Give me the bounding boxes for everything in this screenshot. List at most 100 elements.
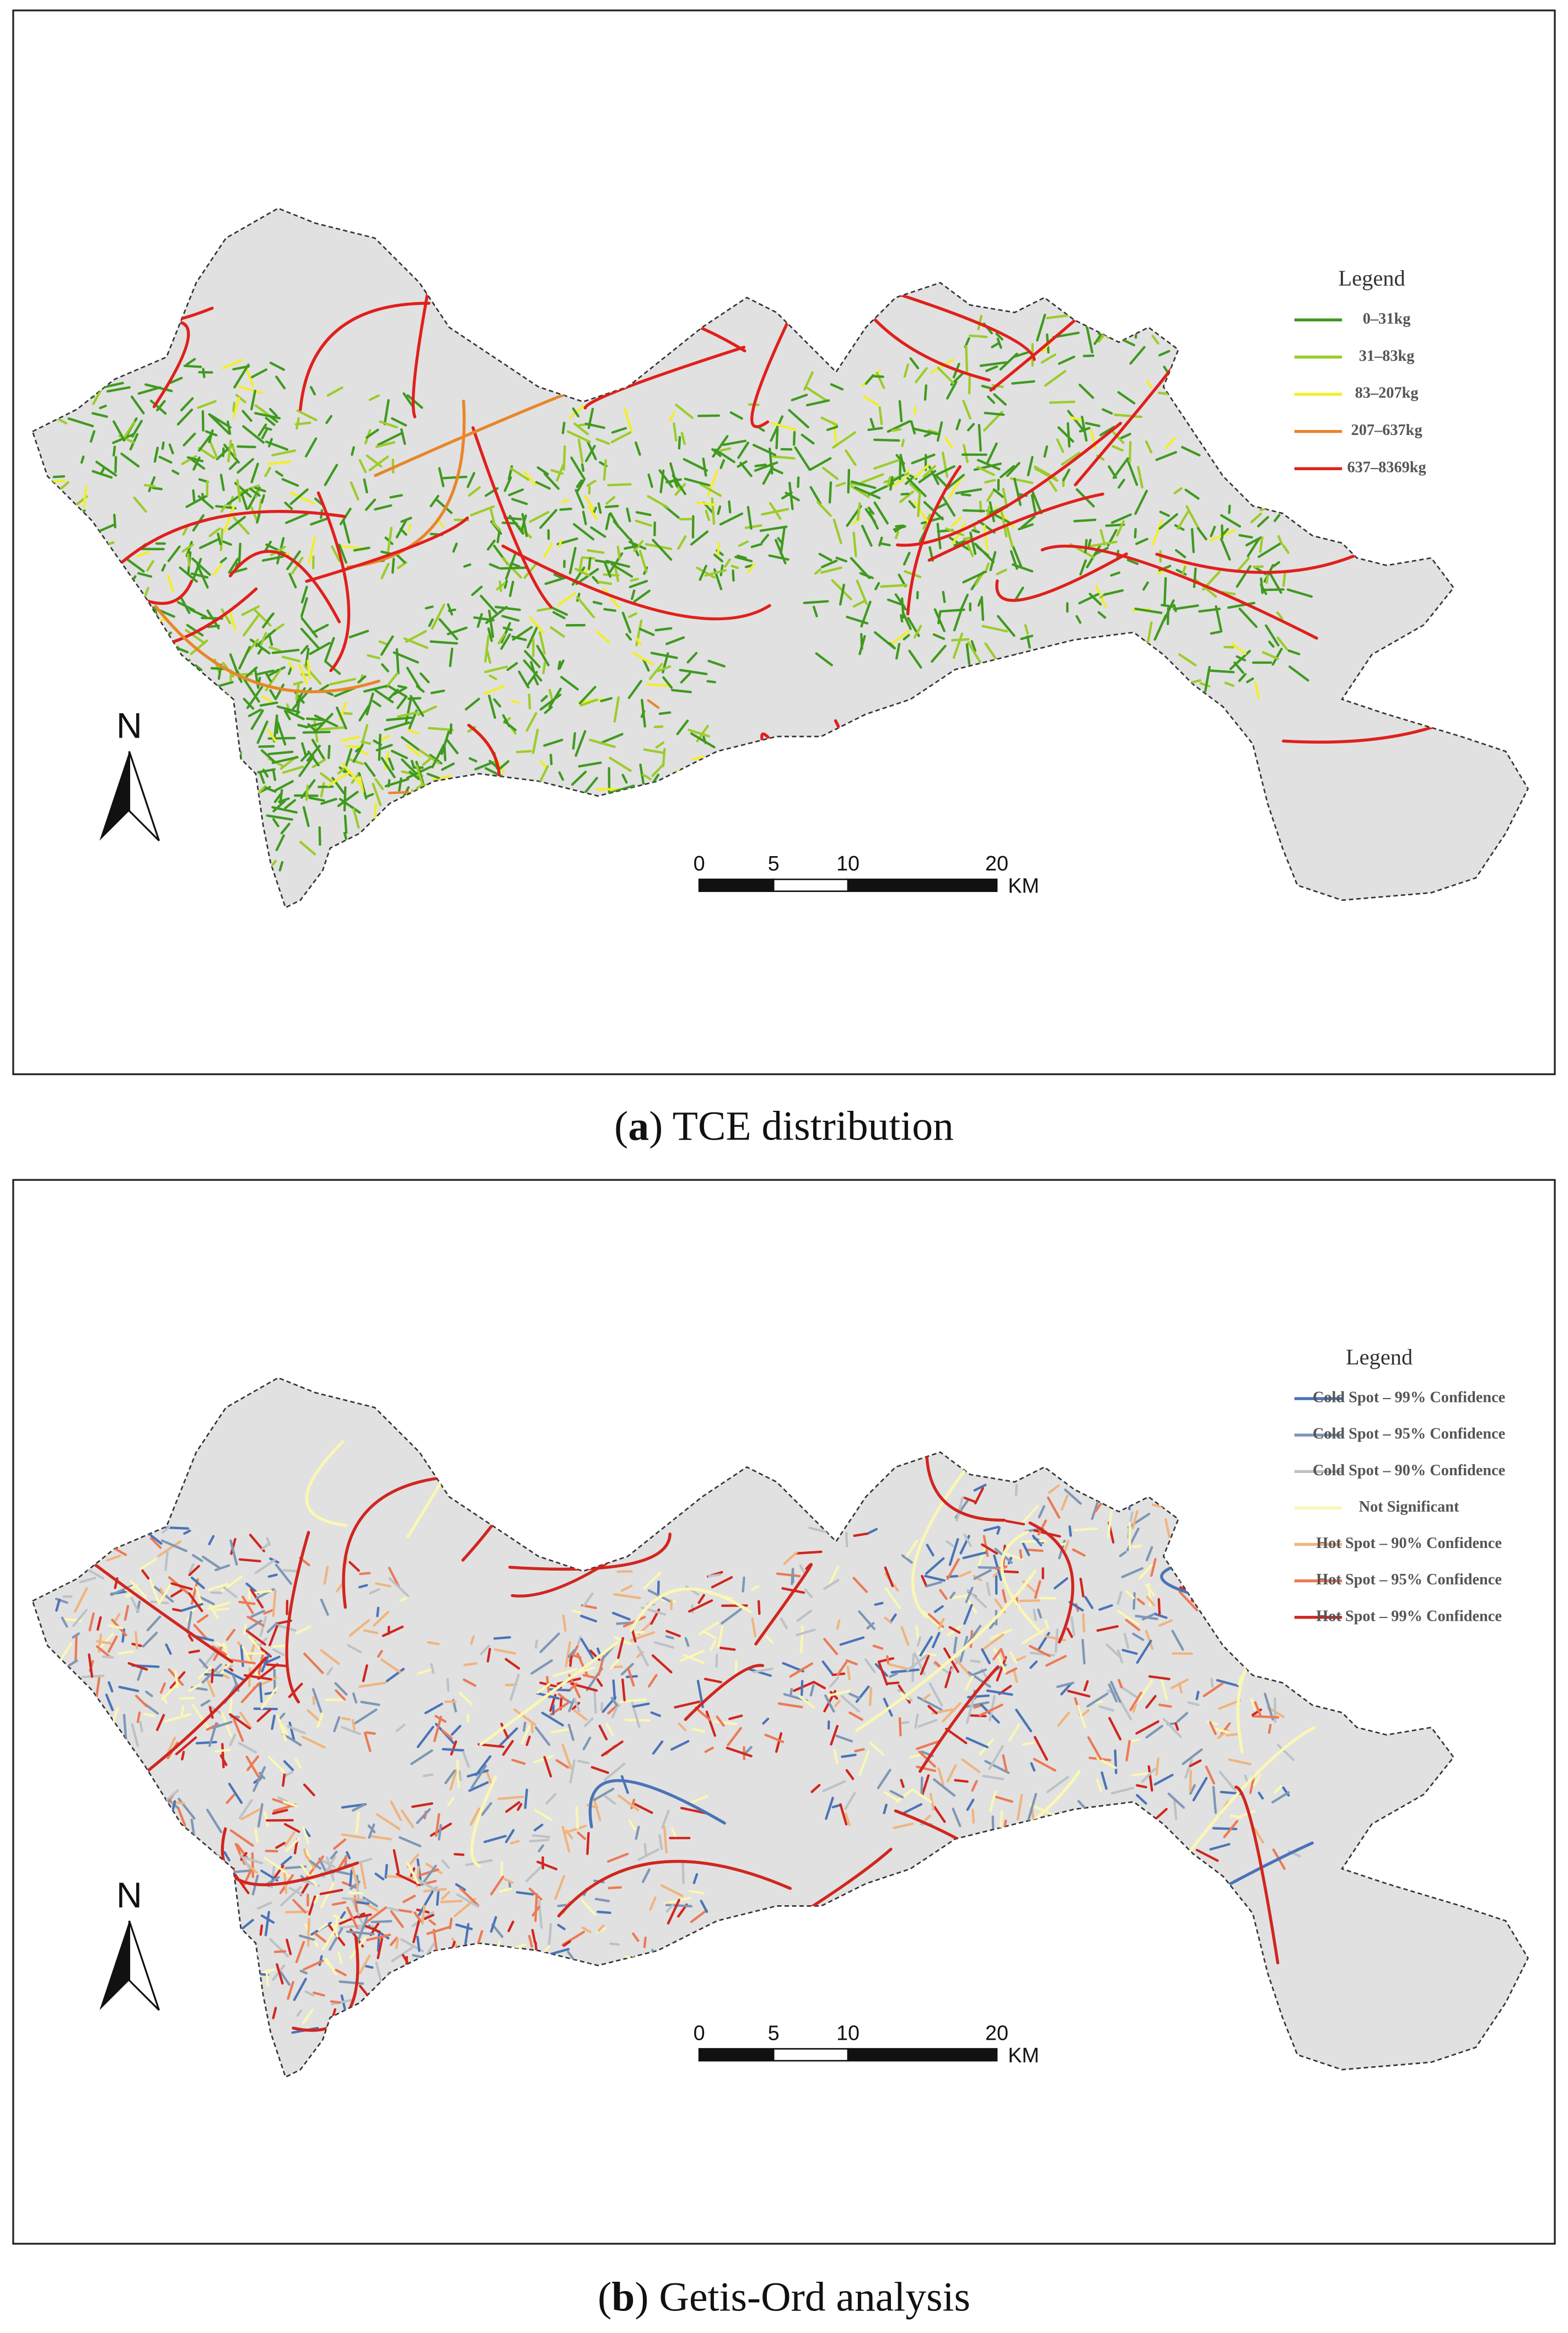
road	[582, 1592, 594, 1607]
road	[769, 447, 774, 475]
road	[531, 1929, 536, 1944]
road	[176, 408, 194, 426]
road	[1002, 1754, 1008, 1772]
road	[1151, 519, 1163, 546]
road	[1084, 539, 1088, 553]
road	[513, 1708, 536, 1726]
road	[282, 1800, 298, 1808]
road	[358, 1954, 371, 1975]
road	[1259, 536, 1264, 553]
road	[450, 1740, 458, 1756]
road	[932, 1632, 941, 1648]
road	[142, 1631, 158, 1648]
road	[1034, 467, 1059, 482]
road	[621, 1678, 626, 1702]
road	[429, 494, 439, 508]
road	[887, 1663, 911, 1671]
road	[243, 1624, 247, 1636]
road	[816, 501, 832, 517]
road	[909, 357, 920, 369]
road	[455, 1923, 473, 1931]
road	[694, 1706, 711, 1721]
road	[242, 614, 260, 637]
road	[1083, 1680, 1089, 1691]
legend-label: Cold Spot – 95% Confidence	[1313, 1426, 1505, 1443]
road	[677, 535, 687, 550]
road	[278, 1712, 286, 1721]
road	[1068, 1525, 1072, 1537]
road	[684, 1637, 690, 1647]
road	[1158, 1619, 1173, 1627]
road	[697, 1594, 705, 1604]
road	[323, 1566, 329, 1585]
road	[270, 859, 277, 868]
road	[254, 1589, 272, 1594]
road	[538, 1844, 544, 1853]
road	[406, 745, 421, 757]
road	[267, 460, 291, 465]
road	[1097, 611, 1107, 619]
road	[351, 1719, 356, 1731]
road	[436, 498, 453, 514]
road	[214, 1748, 231, 1753]
road	[632, 1702, 650, 1708]
road	[690, 732, 716, 749]
road	[176, 1806, 186, 1827]
road	[820, 560, 838, 568]
road	[680, 672, 691, 684]
road	[889, 1613, 897, 1624]
road	[1118, 479, 1125, 489]
road	[925, 1581, 943, 1588]
road	[535, 481, 551, 490]
road	[992, 1565, 1008, 1578]
road	[1164, 437, 1177, 449]
road	[853, 486, 881, 499]
road	[350, 1863, 359, 1886]
road	[577, 438, 584, 463]
road	[696, 501, 716, 506]
road	[380, 757, 396, 778]
road	[643, 748, 666, 754]
road	[944, 474, 965, 491]
road	[908, 500, 916, 509]
road	[1116, 1591, 1123, 1605]
road	[312, 758, 326, 768]
road	[984, 479, 996, 484]
road	[241, 410, 253, 422]
road	[597, 580, 613, 585]
road	[809, 486, 822, 505]
road	[917, 1696, 943, 1711]
road	[521, 513, 528, 537]
road	[442, 1748, 465, 1752]
road	[707, 1573, 721, 1578]
road	[426, 1926, 450, 1935]
road	[674, 483, 686, 496]
road	[341, 762, 361, 784]
road	[281, 1723, 288, 1736]
road	[764, 1733, 785, 1743]
road	[404, 697, 412, 725]
road	[331, 1998, 355, 2006]
road	[502, 1740, 514, 1756]
legend-label: Cold Spot – 99% Confidence	[1313, 1389, 1505, 1406]
road	[348, 1891, 363, 1895]
road	[1250, 512, 1262, 524]
road	[246, 1619, 262, 1631]
road	[191, 1704, 210, 1729]
road	[190, 458, 206, 470]
road	[910, 420, 916, 435]
road	[1110, 571, 1121, 577]
road	[400, 1596, 408, 1602]
road	[806, 386, 828, 402]
road	[1078, 384, 1094, 399]
road	[900, 1721, 910, 1724]
road	[900, 614, 904, 623]
road	[1131, 1510, 1139, 1529]
road	[381, 663, 389, 673]
road	[425, 605, 434, 610]
road	[839, 1803, 848, 1826]
road	[981, 1543, 998, 1555]
arterial-road	[583, 346, 746, 410]
road	[449, 647, 454, 668]
